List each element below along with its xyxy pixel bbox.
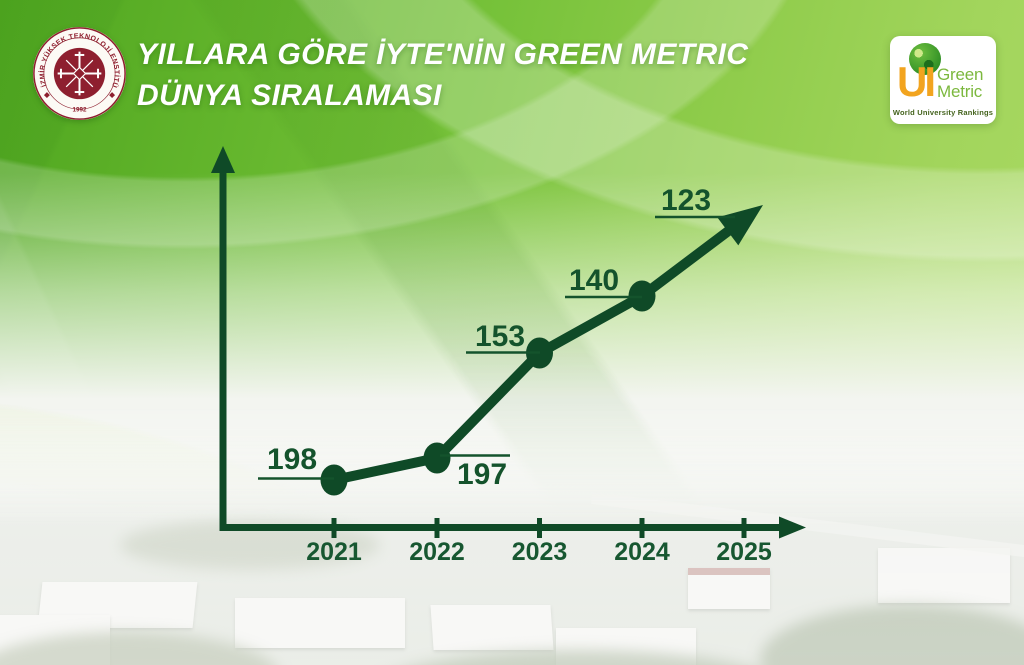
year-label-2025: 2025 [716,538,772,566]
value-label-2025: 123 [661,184,711,217]
data-point-2022 [423,442,451,474]
trend-arrowhead [717,205,763,246]
seal-inner-ring [43,37,116,110]
title-line-1: YILLARA GÖRE İYTE'NİN GREEN METRIC [137,38,749,71]
x-axis [219,516,806,539]
greenmetric-ui-text: UI [897,58,936,105]
x-axis-ticks [331,518,747,538]
seal-year: 1992 [73,107,87,114]
title-line-2: DÜNYA SIRALAMASI [137,79,442,112]
value-label-2023: 153 [475,320,525,353]
ranking-series [320,205,763,496]
x-axis-arrowhead [779,516,806,539]
seal-outer-ring [33,27,126,120]
data-point-2021 [320,464,348,496]
greenmetric-word-green: Green [937,65,984,84]
seal-right-diamond [109,92,116,99]
year-label-2023: 2023 [512,538,568,566]
y-axis [211,146,235,531]
page-title: YILLARA GÖRE İYTE'NİN GREEN METRIC DÜNYA… [137,34,748,116]
value-label-2022: 197 [457,458,507,491]
campus-aerial-photo [0,400,1024,665]
greenmetric-word-metric: Metric [937,82,983,101]
seal-center-diamond [72,66,87,81]
iyte-logo-seal: İZMİR YÜKSEK TEKNOLOJİ ENSTİTÜSÜ 1992 [32,26,127,121]
year-label-2021: 2021 [306,538,362,566]
greenmetric-wordmark: Green Metric [937,66,983,100]
greenmetric-logo-card: UI Green Metric World University Ranking… [890,36,996,124]
y-axis-arrowhead [211,146,235,173]
globe-icon [909,43,941,75]
greenmetric-tagline: World University Rankings [892,108,994,117]
year-label-2024: 2024 [614,538,670,566]
value-label-2021: 198 [267,443,317,476]
value-labels: 198 197 153 140 123 [258,184,735,491]
photo-white-wash-overlay [0,400,1024,665]
x-axis-year-labels: 2021 2022 2023 2024 2025 [306,538,772,566]
value-label-2024: 140 [569,264,619,297]
year-label-2022: 2022 [409,538,465,566]
